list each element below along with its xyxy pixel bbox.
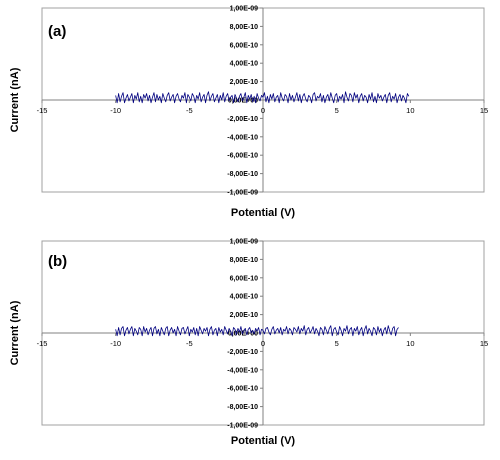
y-tick-label: 1,00E-09 [230, 239, 259, 246]
x-tick-label: 15 [480, 106, 488, 115]
y-axis-title: Current (nA) [9, 67, 21, 132]
x-axis-title: Potential (V) [231, 435, 296, 447]
x-tick-label: -10 [110, 339, 121, 348]
x-tick-label: 0 [261, 106, 265, 115]
y-axis-title: Current (nA) [9, 300, 21, 365]
x-tick-label: -5 [186, 339, 193, 348]
y-tick-label: -6,00E-10 [227, 386, 258, 393]
data-series-trace [115, 325, 399, 337]
y-tick-label: 2,00E-10 [230, 312, 259, 319]
y-tick-label: -4,00E-10 [227, 367, 258, 374]
x-tick-label: 0 [261, 339, 265, 348]
y-tick-label: 1,00E-09 [230, 6, 259, 13]
y-tick-label: -8,00E-10 [227, 171, 258, 178]
y-tick-label: -2,00E-10 [227, 116, 258, 123]
y-tick-label: 0,00E+00 [228, 331, 258, 338]
x-tick-label: -10 [110, 106, 121, 115]
y-tick-label: -2,00E-10 [227, 349, 258, 356]
x-axis-title: Potential (V) [231, 207, 296, 219]
panel-label: (a) [48, 23, 66, 40]
x-tick-label: -15 [37, 106, 48, 115]
x-tick-label: 10 [406, 106, 414, 115]
y-tick-label: 8,00E-10 [230, 257, 259, 264]
y-tick-label: 4,00E-10 [230, 61, 259, 68]
x-tick-label: -5 [186, 106, 193, 115]
y-tick-label: 4,00E-10 [230, 294, 259, 301]
x-tick-label: 15 [480, 339, 488, 348]
data-series-trace [115, 91, 410, 104]
panel-label: (b) [48, 253, 67, 270]
y-tick-label: 6,00E-10 [230, 275, 259, 282]
x-tick-label: 5 [335, 339, 339, 348]
x-tick-label: 10 [406, 339, 414, 348]
y-tick-label: 2,00E-10 [230, 79, 259, 86]
y-tick-label: -1,00E-09 [227, 190, 258, 197]
x-tick-label: 5 [335, 106, 339, 115]
y-tick-label: 6,00E-10 [230, 42, 259, 49]
y-tick-label: -1,00E-09 [227, 423, 258, 430]
y-tick-label: -4,00E-10 [227, 134, 258, 141]
x-tick-label: -15 [37, 339, 48, 348]
y-tick-label: 0,00E+00 [228, 98, 258, 105]
y-tick-label: -6,00E-10 [227, 153, 258, 160]
y-tick-label: 8,00E-10 [230, 24, 259, 31]
y-tick-label: -8,00E-10 [227, 404, 258, 411]
